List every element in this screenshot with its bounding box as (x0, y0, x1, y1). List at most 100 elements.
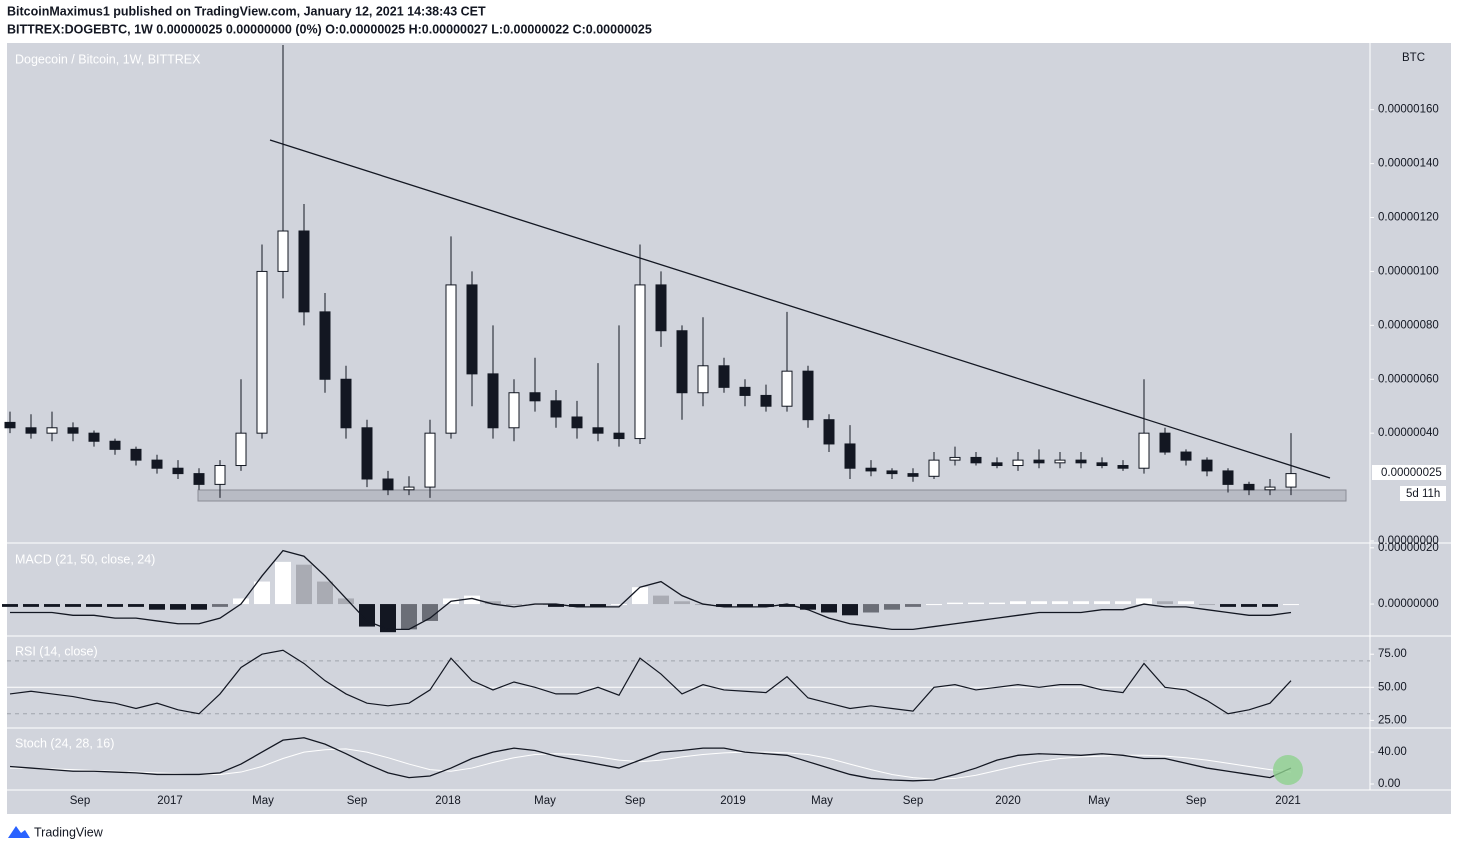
macd-bar (590, 604, 606, 607)
y-tick-label: 0.00000000 (1378, 535, 1439, 547)
x-tick-label: 2018 (435, 795, 461, 807)
y-tick-label: 40.00 (1378, 746, 1407, 758)
x-tick-label: May (252, 795, 274, 807)
candle-body (340, 378, 352, 429)
x-tick-label: May (811, 795, 833, 807)
candle-body (697, 365, 709, 394)
macd-bar (737, 604, 753, 607)
macd-bar (317, 581, 333, 605)
y-tick-label: 75.00 (1378, 648, 1407, 660)
candle-body (781, 370, 793, 407)
candle-body (655, 284, 667, 332)
x-tick-label: 2020 (995, 795, 1021, 807)
x-tick-label: Sep (347, 795, 367, 807)
countdown: 5d 11h (1406, 488, 1440, 500)
macd-bar (1052, 601, 1068, 605)
axis-unit: BTC (1402, 52, 1425, 64)
macd-line (10, 549, 1292, 631)
stoch-d-line (10, 748, 1292, 780)
y-tick-label: 0.00000020 (1378, 542, 1439, 554)
macd-bar (1178, 601, 1194, 605)
candle-body (193, 473, 205, 485)
candle-body (361, 427, 373, 480)
candle-body (907, 473, 919, 477)
macd-bar (1262, 604, 1278, 607)
candle-body (592, 427, 604, 434)
macd-bar (842, 604, 858, 616)
macd-bar (569, 604, 585, 607)
candle-body (1285, 473, 1297, 488)
macd-bar (464, 595, 480, 605)
macd-bar (23, 604, 39, 607)
candle-body (571, 416, 583, 429)
candle-body (1243, 483, 1255, 491)
rsi-line (9, 649, 1292, 715)
candle-body (1012, 459, 1024, 467)
macd-bar (1073, 601, 1089, 605)
macd-bar (191, 604, 207, 610)
chart-background (7, 43, 1451, 814)
macd-bar (1031, 601, 1047, 605)
candle-body (25, 427, 37, 434)
candle-body (613, 432, 625, 440)
candle-body (151, 459, 163, 469)
macd-bar (758, 604, 774, 607)
candle-body (1159, 432, 1171, 453)
macd-bar (296, 564, 312, 605)
trendline (269, 139, 1331, 479)
pane-title: Dogecoin / Bitcoin, 1W, BITTREX (15, 52, 201, 66)
macd-bar (632, 587, 648, 605)
macd-bar (884, 604, 900, 610)
candle-body (1096, 462, 1108, 467)
candle-body (46, 427, 58, 434)
candle-body (1075, 459, 1087, 464)
candle-body (109, 440, 121, 450)
macd-bar (338, 598, 354, 605)
macd-bar (233, 598, 249, 605)
candle-body (718, 365, 730, 388)
candle-body (319, 311, 331, 380)
macd-bar (1220, 604, 1236, 607)
brand[interactable]: TradingView (34, 825, 104, 839)
stoch-k-line (9, 737, 1292, 782)
y-tick-label: 50.00 (1378, 681, 1407, 693)
y-tick-label: 0.00000060 (1378, 373, 1439, 385)
candle-body (823, 419, 835, 445)
y-tick-label: 25.00 (1378, 714, 1407, 726)
macd-bar (779, 604, 795, 607)
macd-bar (1115, 601, 1131, 605)
y-tick-label: 0.00000160 (1378, 104, 1439, 116)
candle-body (928, 459, 940, 477)
candle-body (4, 421, 16, 429)
y-tick-label: 0.00000140 (1378, 158, 1439, 170)
logo (8, 826, 30, 838)
candle-body (424, 432, 436, 488)
macd-bar (44, 604, 60, 607)
price-tag (1372, 465, 1446, 480)
macd-bar (653, 595, 669, 605)
x-tick-label: Sep (1186, 795, 1206, 807)
y-tick-label: 0.00000100 (1378, 265, 1439, 277)
candle-body (382, 478, 394, 491)
y-tick-label: 0.00000120 (1378, 212, 1439, 224)
macd-bar (548, 604, 564, 607)
macd-bar (905, 604, 921, 607)
x-tick-label: Sep (625, 795, 645, 807)
candle-body (1138, 432, 1150, 469)
macd-bar (800, 604, 816, 610)
pane-title: RSI (14, close) (15, 644, 98, 658)
macd-bar (1010, 601, 1026, 605)
header-symbol: BITTREX:DOGEBTC, 1W 0.00000025 0.0000000… (7, 22, 652, 36)
macd-bar (128, 604, 144, 607)
candle-body (445, 284, 457, 434)
macd-bar (1157, 601, 1173, 605)
candle-body (1222, 470, 1234, 485)
candle-body (949, 456, 961, 461)
macd-bar (1241, 604, 1257, 607)
candle-body (676, 330, 688, 394)
candle-body (214, 465, 226, 485)
macd-bar (716, 604, 732, 607)
pane-title: MACD (21, 50, close, 24) (15, 552, 155, 566)
x-tick-label: 2019 (720, 795, 746, 807)
macd-bar (926, 604, 942, 606)
